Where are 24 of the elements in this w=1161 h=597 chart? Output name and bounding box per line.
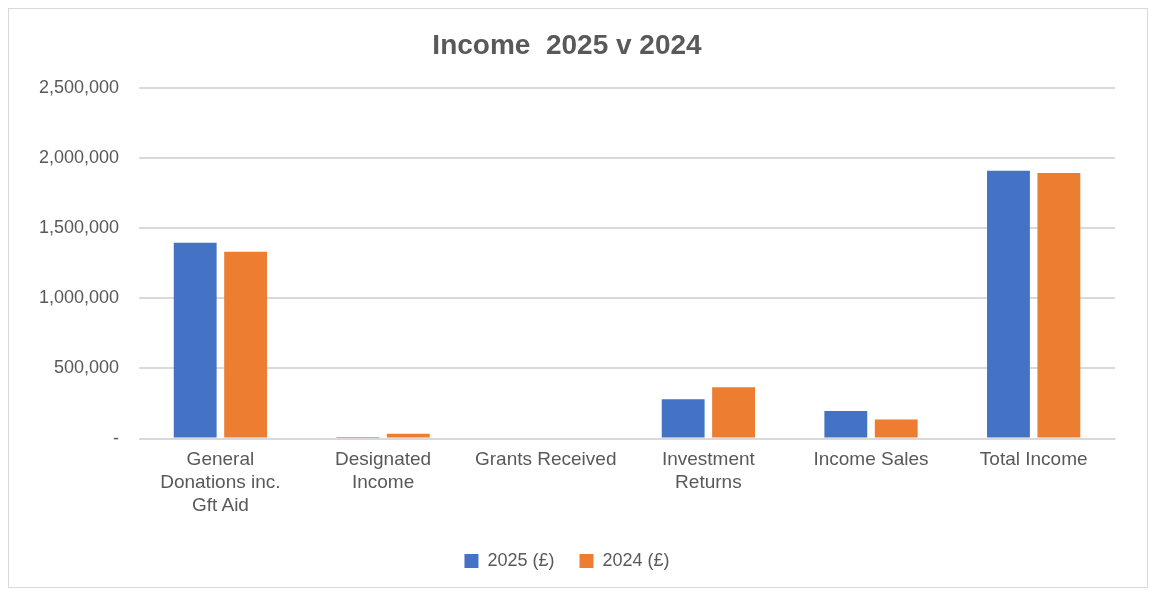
bar <box>987 170 1030 438</box>
bar <box>874 419 918 438</box>
x-tick-label: Grants Received <box>474 448 617 470</box>
y-tick-label: 1,500,000 <box>39 216 120 237</box>
y-tick-label: - <box>113 427 120 448</box>
legend-label: 2024 (£) <box>602 549 670 570</box>
bar <box>224 251 268 438</box>
bar <box>386 433 430 438</box>
x-tick-label: Total Income <box>979 448 1088 470</box>
bar <box>712 387 756 438</box>
x-tick-label: Designated Income <box>335 448 432 493</box>
x-tick-label: Investment Returns <box>661 448 756 493</box>
y-tick-label: 1,000,000 <box>39 287 120 308</box>
x-tick-label: Income Sales <box>813 448 929 470</box>
chart-title: Income 2025 v 2024 <box>432 28 703 60</box>
bar <box>1037 172 1081 438</box>
bar <box>661 399 705 438</box>
x-tick-label: General Donations inc. Gft Aid <box>160 448 281 515</box>
legend-label: 2025 (£) <box>487 549 555 570</box>
y-tick-label: 500,000 <box>54 357 120 378</box>
y-tick-label: 2,000,000 <box>39 146 120 167</box>
bar <box>173 242 217 438</box>
y-tick-label: 2,500,000 <box>39 76 120 97</box>
bar <box>824 410 868 438</box>
